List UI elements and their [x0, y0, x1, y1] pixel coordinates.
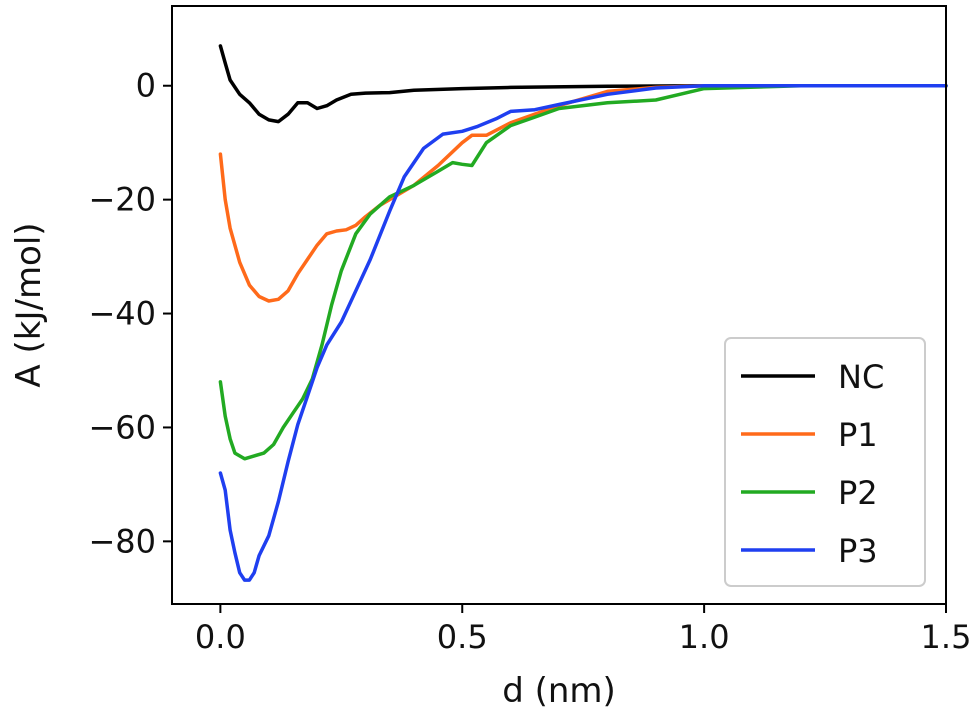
series-layer [218, 44, 948, 582]
x-tick-label: 0.5 [437, 618, 488, 656]
legend-label-p3: P3 [838, 532, 878, 570]
legend-label-nc: NC [838, 358, 884, 396]
legend: NC P1 P2 P3 [724, 337, 926, 587]
y-axis-ticks: 0 −20 −40 −60 −80 [88, 67, 172, 560]
x-axis-ticks: 0.0 0.5 1.0 1.5 [195, 604, 972, 656]
y-tick-label: −80 [88, 522, 156, 560]
x-tick-label: 1.0 [679, 618, 730, 656]
plot-frame [171, 5, 947, 605]
legend-label-p2: P2 [838, 474, 878, 512]
x-axis-label: d (nm) [502, 671, 616, 711]
legend-box [724, 337, 926, 587]
y-tick-label: 0 [136, 67, 156, 105]
y-tick-label: −40 [88, 295, 156, 333]
series-line-p2 [218, 83, 948, 461]
y-tick-label: −60 [88, 408, 156, 446]
y-axis-label: A (kJ/mol) [9, 222, 49, 387]
series-line-nc [218, 44, 948, 124]
x-tick-label: 1.5 [921, 618, 972, 656]
legend-label-p1: P1 [838, 416, 878, 454]
x-tick-label: 0.0 [195, 618, 246, 656]
y-tick-label: −20 [88, 181, 156, 219]
series-line-p3 [218, 83, 948, 582]
